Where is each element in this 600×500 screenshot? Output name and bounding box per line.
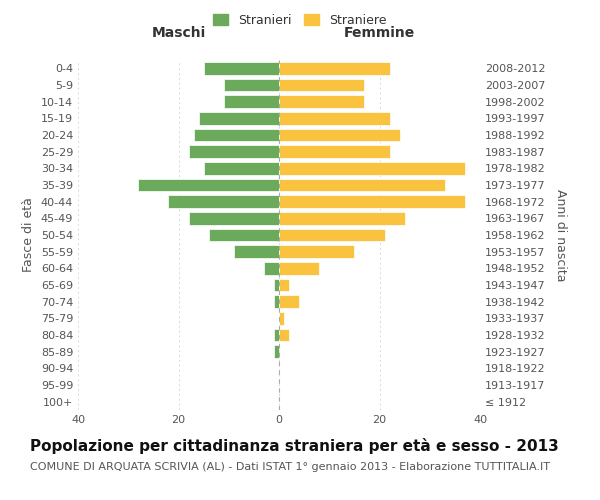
Bar — [224, 96, 279, 108]
Bar — [279, 196, 465, 208]
Bar — [209, 229, 279, 241]
Bar — [264, 262, 279, 274]
Bar — [279, 296, 299, 308]
Bar — [274, 279, 279, 291]
Bar — [279, 79, 364, 92]
Bar — [224, 79, 279, 92]
Text: COMUNE DI ARQUATA SCRIVIA (AL) - Dati ISTAT 1° gennaio 2013 - Elaborazione TUTTI: COMUNE DI ARQUATA SCRIVIA (AL) - Dati IS… — [30, 462, 550, 472]
Bar — [169, 196, 279, 208]
Bar — [234, 246, 279, 258]
Bar — [279, 246, 355, 258]
Bar — [279, 146, 389, 158]
Bar — [188, 146, 279, 158]
Bar — [274, 296, 279, 308]
Bar — [279, 279, 289, 291]
Text: Maschi: Maschi — [151, 26, 206, 40]
Bar — [279, 129, 400, 141]
Bar — [279, 329, 289, 341]
Bar — [279, 262, 319, 274]
Bar — [274, 329, 279, 341]
Bar — [279, 212, 404, 224]
Bar — [279, 162, 465, 174]
Bar — [279, 112, 389, 124]
Bar — [279, 179, 445, 192]
Bar — [138, 179, 279, 192]
Bar — [279, 96, 364, 108]
Y-axis label: Anni di nascita: Anni di nascita — [554, 188, 567, 281]
Bar — [199, 112, 279, 124]
Legend: Stranieri, Straniere: Stranieri, Straniere — [208, 8, 392, 32]
Y-axis label: Fasce di età: Fasce di età — [22, 198, 35, 272]
Bar — [203, 62, 279, 74]
Bar — [274, 346, 279, 358]
Bar — [279, 229, 385, 241]
Bar — [279, 312, 284, 324]
Bar — [194, 129, 279, 141]
Text: Femmine: Femmine — [344, 26, 415, 40]
Bar — [203, 162, 279, 174]
Text: Popolazione per cittadinanza straniera per età e sesso - 2013: Popolazione per cittadinanza straniera p… — [30, 438, 559, 454]
Bar — [188, 212, 279, 224]
Bar — [279, 62, 389, 74]
